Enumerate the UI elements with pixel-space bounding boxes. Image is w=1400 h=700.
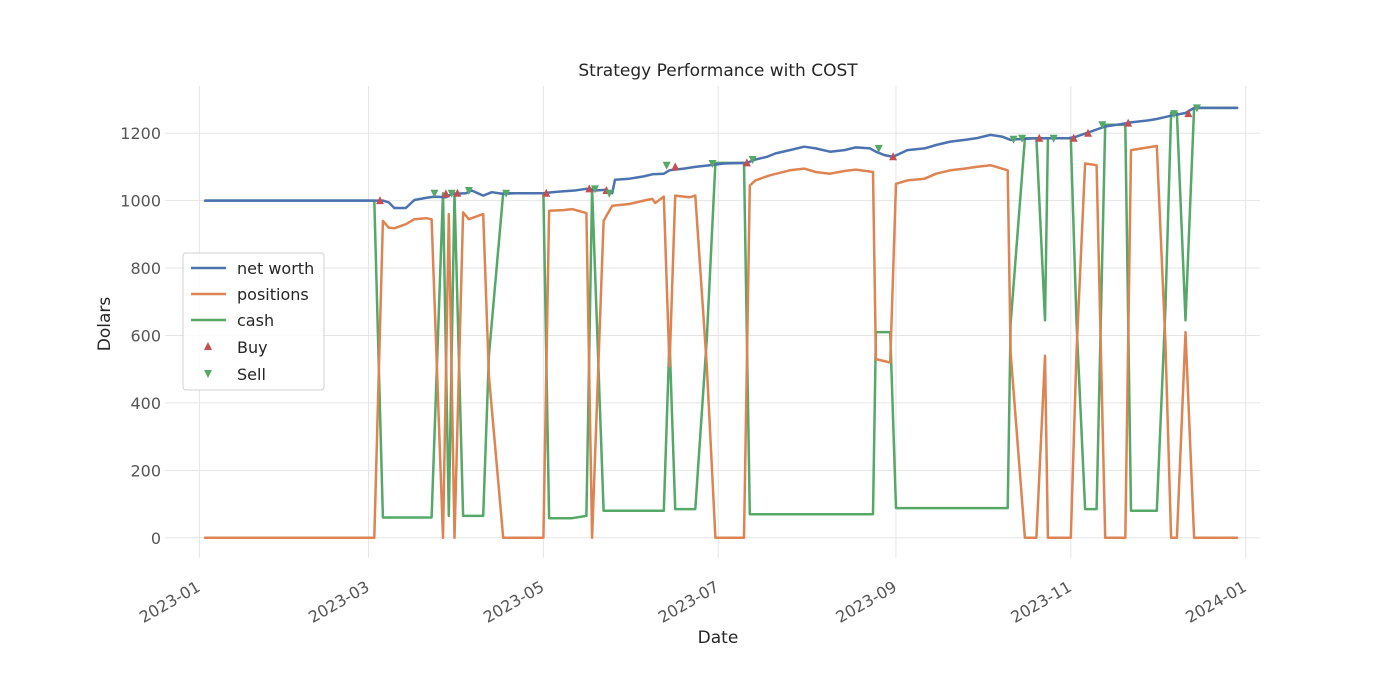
y-tick-label: 200	[130, 461, 161, 480]
sell-marker	[748, 155, 757, 164]
buy-marker	[1084, 128, 1093, 137]
sell-marker	[502, 189, 511, 198]
y-tick-label: 400	[130, 394, 161, 413]
buy-marker	[453, 188, 462, 197]
buy-marker	[742, 158, 751, 167]
buy-marker	[1184, 109, 1193, 118]
signal-markers	[375, 104, 1201, 205]
sell-marker	[464, 187, 473, 196]
sell-marker	[1170, 110, 1179, 119]
sell-marker	[708, 160, 717, 169]
legend-marker-buy	[204, 342, 212, 350]
y-tick-label: 0	[151, 529, 161, 548]
y-tick-label: 800	[130, 259, 161, 278]
legend-box	[182, 252, 325, 391]
legend-label-net-worth: net worth	[237, 259, 314, 278]
sell-marker	[1018, 134, 1027, 143]
sell-marker	[874, 144, 883, 153]
chart-title: Strategy Performance with COST	[578, 61, 858, 81]
legend: net worth positions cash Buy Sell	[182, 252, 325, 391]
series-line-positions	[203, 144, 1239, 540]
buy-marker	[585, 184, 594, 193]
y-tick-label: 600	[130, 326, 161, 345]
buy-marker	[889, 152, 898, 161]
sell-marker	[430, 189, 439, 198]
legend-label-sell: Sell	[237, 365, 266, 384]
legend-label-positions: positions	[237, 285, 309, 304]
sell-marker	[605, 189, 614, 198]
sell-marker	[590, 185, 599, 194]
y-axis-label: Dolars	[95, 297, 115, 352]
buy-marker	[671, 162, 680, 171]
sell-marker	[1049, 134, 1058, 143]
sell-marker	[662, 161, 671, 170]
buy-marker	[1069, 133, 1078, 142]
y-tick-label: 1000	[120, 192, 161, 211]
x-axis-label: Date	[698, 628, 739, 648]
buy-marker	[1035, 133, 1044, 142]
legend-label-buy: Buy	[237, 338, 268, 357]
sell-marker	[447, 189, 456, 198]
sell-marker	[1098, 121, 1107, 130]
sell-marker	[1009, 135, 1018, 144]
buy-marker	[441, 189, 450, 198]
sell-marker	[1192, 104, 1201, 113]
buy-marker	[1124, 118, 1133, 127]
y-tick-label: 1200	[120, 124, 161, 143]
y-axis-ticks: 0 200 400 600 800 1000 1200	[120, 124, 161, 548]
buy-marker	[375, 196, 384, 205]
legend-label-cash: cash	[237, 311, 274, 330]
legend-marker-sell	[204, 370, 212, 378]
buy-marker	[542, 188, 551, 197]
